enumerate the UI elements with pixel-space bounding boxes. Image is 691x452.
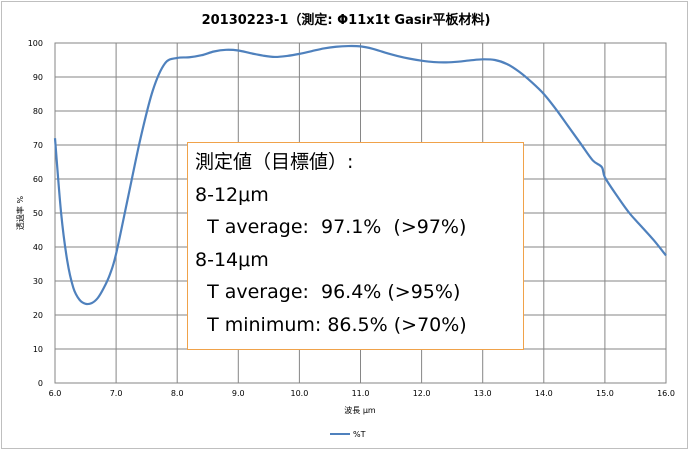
x-tick-label: 13.0 [474,389,492,398]
y-tick-label: 90 [33,73,43,82]
legend-label: %T [353,430,366,439]
x-tick-label: 8.0 [171,389,184,398]
annotation-avg-1: T average: 97.1% (>97%) [195,216,467,238]
y-tick-label: 70 [33,141,43,150]
annotation-avg-2: T average: 96.4% (>95%) [195,281,461,303]
y-tick-label: 40 [33,243,43,252]
tick-labels: 6.0 7.0 8.0 9.0 10.0 11.0 12.0 13.0 14.0 15.0 16.0… [28,39,675,398]
x-tick-label: 6.0 [49,389,62,398]
series-layer [53,44,667,306]
series-line-transmittance [53,44,667,306]
annotation-box: 測定値（目標値）: 8-12μm T average: 97.1% (>97%)… [187,142,524,350]
legend: %T [330,430,366,439]
x-tick-label: 12.0 [413,389,431,398]
x-tick-label: 9.0 [232,389,245,398]
x-tick-label: 15.0 [596,389,614,398]
y-tick-label: 50 [33,209,43,218]
annotation-heading: 測定値（目標値）: [195,151,354,173]
y-tick-label: 20 [33,311,43,320]
y-tick-label: 60 [33,175,43,184]
x-axis-label: 波長 μm [344,405,376,415]
chart-title: 20130223-1（測定: Φ11x1t Gasir平板材料) [202,12,491,28]
x-tick-label: 10.0 [290,389,308,398]
annotation-range-1: 8-12μm [195,183,269,206]
x-tick-label: 14.0 [535,389,553,398]
annotation-range-2: 8-14μm [195,248,269,271]
annotation-min-2: T minimum: 86.5% (>70%) [195,313,467,336]
x-tick-label: 7.0 [110,389,123,398]
y-tick-label: 10 [33,345,43,354]
y-axis-label: 透過率 % [15,196,25,231]
y-tick-label: 100 [28,39,43,48]
y-tick-label: 80 [33,107,43,116]
y-tick-label: 0 [38,379,43,388]
x-tick-label: 11.0 [352,389,370,398]
x-tick-label: 16.0 [657,389,675,398]
y-tick-label: 30 [33,277,43,286]
